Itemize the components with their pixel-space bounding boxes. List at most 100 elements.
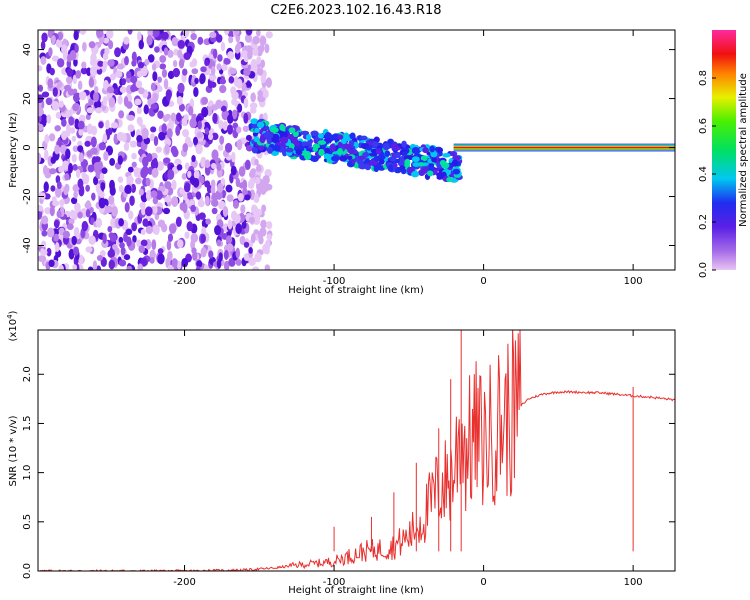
heatmap-cell-98 xyxy=(38,65,43,72)
heatmap-cell-1266 xyxy=(197,120,202,130)
heatmap-cell-1233 xyxy=(82,173,90,185)
heatmap-cell-1731 xyxy=(300,130,310,136)
heatmap-cell-1007 xyxy=(210,162,217,169)
heatmap-cell-782 xyxy=(85,184,90,192)
heatmap-cell-1091 xyxy=(105,30,114,39)
heatmap-cell-1274 xyxy=(124,184,132,194)
heatmap-cell-1778 xyxy=(372,141,379,148)
heatmap-cell-682 xyxy=(162,114,169,123)
heatmap-cell-268 xyxy=(79,30,87,35)
heatmap-cell-1178 xyxy=(151,63,157,71)
heatmap-cell-609 xyxy=(243,112,249,124)
heatmap-cell-1241 xyxy=(182,143,188,153)
heatmap-cell-1258 xyxy=(183,52,191,61)
heatmap-y-axis-label: Frequency (Hz) xyxy=(8,112,19,188)
heatmap-cell-849 xyxy=(136,70,143,78)
heatmap-cell-1561 xyxy=(337,141,343,148)
heatmap-cell-1279 xyxy=(73,190,78,199)
heatmap-cell-1206 xyxy=(257,230,264,240)
heatmap-cell-1048 xyxy=(108,97,116,108)
heatmap-cell-882 xyxy=(136,134,143,143)
heatmap-cell-963 xyxy=(125,228,133,236)
heatmap-cell-1216 xyxy=(41,32,48,43)
heatmap-cell-111 xyxy=(117,95,123,105)
heatmap-cell-1707 xyxy=(431,157,438,163)
heatmap-cell-935 xyxy=(243,241,250,248)
snr-clip-group xyxy=(38,330,675,571)
heatmap-cell-1280 xyxy=(53,233,59,242)
heatmap-cell-948 xyxy=(105,119,110,130)
heatmap-cell-986 xyxy=(218,120,224,130)
heatmap-cell-973 xyxy=(200,66,207,73)
heatmap-cell-1713 xyxy=(432,168,438,175)
heatmap-cell-1033 xyxy=(183,182,191,193)
heatmap-cell-1686 xyxy=(301,141,309,147)
heatmap-cell-1203 xyxy=(105,205,113,214)
heatmap-cell-762 xyxy=(145,190,152,202)
snr-x-tick-label-2: 0 xyxy=(480,577,486,588)
heatmap-cell-943 xyxy=(123,142,130,151)
heatmap-cell-1217 xyxy=(99,191,105,198)
heatmap-cell-1692 xyxy=(329,143,336,151)
heatmap-cell-1245 xyxy=(252,205,259,214)
heatmap-cell-1697 xyxy=(318,148,325,157)
heatmap-cell-851 xyxy=(126,70,132,79)
snr-y-tick-label-4: 2.0 xyxy=(22,366,33,382)
heatmap-cell-1201 xyxy=(110,122,119,129)
heatmap-cell-900 xyxy=(155,146,162,153)
heatmap-cell-1750 xyxy=(266,133,274,139)
heatmap-cell-512 xyxy=(97,160,103,170)
heatmap-cell-1144 xyxy=(130,84,137,93)
heatmap-cell-1816 xyxy=(294,140,301,147)
heatmap-x-axis-label: Height of straight line (km) xyxy=(288,285,424,296)
heatmap-cell-1067 xyxy=(50,156,57,164)
heatmap-cell-1040 xyxy=(203,264,209,270)
heatmap-cell-623 xyxy=(145,177,151,187)
heatmap-cell-516 xyxy=(129,140,138,148)
heatmap-cell-639 xyxy=(265,221,273,230)
heatmap-cell-780 xyxy=(161,123,167,134)
heatmap-cell-1800 xyxy=(412,162,421,167)
heatmap-cell-1214 xyxy=(192,251,198,261)
heatmap-cell-1155 xyxy=(234,44,241,54)
heatmap-cell-1251 xyxy=(256,56,262,65)
heatmap-cell-845 xyxy=(77,211,83,219)
heatmap-cell-426 xyxy=(89,65,98,77)
heatmap-cell-107 xyxy=(131,51,137,62)
heatmap-cell-1115 xyxy=(182,192,188,201)
heatmap-cell-1242 xyxy=(164,143,170,155)
heatmap-cell-873 xyxy=(43,181,49,193)
snr-y-multiplier: (x104) xyxy=(6,310,19,341)
heatmap-cell-841 xyxy=(152,196,159,205)
heatmap-cell-298 xyxy=(136,239,142,248)
heatmap-cell-1072 xyxy=(252,36,260,45)
heatmap-cell-741 xyxy=(120,246,126,256)
heatmap-cell-1717 xyxy=(266,137,272,145)
heatmap-cell-1078 xyxy=(126,265,133,270)
heatmap-cell-714 xyxy=(201,226,207,236)
colorbar-tick-label-4: 0.8 xyxy=(698,70,709,86)
heatmap-cell-1025 xyxy=(242,125,250,132)
heatmap-cell-733 xyxy=(46,247,52,257)
heatmap-cell-933 xyxy=(216,63,222,71)
heatmap-cell-1015 xyxy=(153,157,158,166)
heatmap-cell-1799 xyxy=(324,147,331,154)
heatmap-cell-1250 xyxy=(181,68,188,76)
heatmap-cell-1039 xyxy=(86,107,94,114)
heatmap-cell-598 xyxy=(252,266,260,270)
heatmap-cell-946 xyxy=(242,179,248,191)
heatmap-cell-1138 xyxy=(187,170,192,179)
heatmap-cell-1106 xyxy=(211,192,219,201)
heatmap-cell-274 xyxy=(178,103,185,112)
heatmap-cell-1230 xyxy=(66,223,74,231)
heatmap-cell-1114 xyxy=(200,247,207,258)
heatmap-cell-884 xyxy=(90,136,97,148)
heatmap-cell-1635 xyxy=(251,146,258,154)
heatmap-cell-1295 xyxy=(93,85,99,94)
heatmap-cell-955 xyxy=(163,157,171,164)
heatmap-cell-450 xyxy=(118,236,124,244)
heatmap-cell-643 xyxy=(88,77,95,88)
heatmap-cell-1113 xyxy=(137,263,143,270)
heatmap-cell-1150 xyxy=(241,82,247,92)
heatmap-cell-1726 xyxy=(273,144,281,152)
